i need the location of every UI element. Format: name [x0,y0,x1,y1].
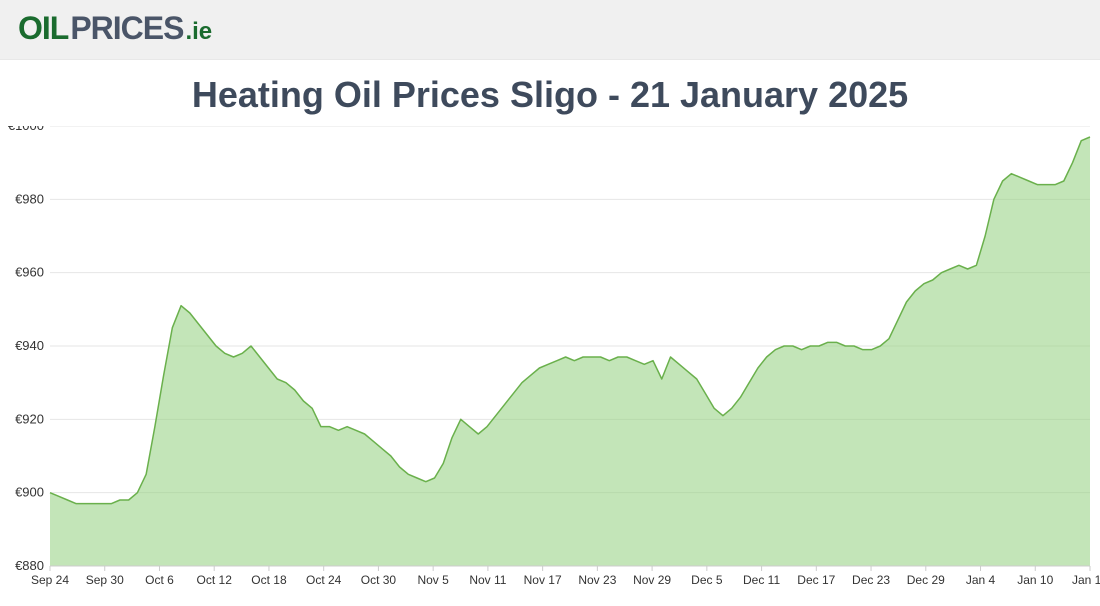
site-logo[interactable]: OIL PRICES .ie [18,10,1082,47]
x-axis-label: Oct 30 [361,573,397,587]
x-axis-label: Sep 24 [31,573,69,587]
y-axis-label: €880 [15,558,44,573]
x-axis-label: Oct 6 [145,573,174,587]
y-axis-label: €920 [15,411,44,426]
logo-part-ie: .ie [185,18,212,46]
x-axis-label: Jan 10 [1017,573,1053,587]
logo-part-oil: OIL [18,10,68,47]
x-axis-label: Dec 5 [691,573,723,587]
x-axis-label: Oct 12 [197,573,233,587]
x-axis-label: Nov 5 [417,573,449,587]
x-axis-label: Sep 30 [86,573,124,587]
x-axis-label: Nov 29 [633,573,671,587]
y-axis-label: €940 [15,338,44,353]
chart-svg: €880 €900 €920 €940 €960 €980 €1000 Sep 24 Sep 3… [0,126,1100,596]
page-title: Heating Oil Prices Sligo - 21 January 20… [0,60,1100,126]
y-axis-label: €960 [15,265,44,280]
x-axis-label: Dec 29 [907,573,945,587]
x-axis-label: Jan 16 [1072,573,1100,587]
x-axis-label: Dec 23 [852,573,890,587]
x-axis-label: Oct 24 [306,573,342,587]
y-axis-label: €1000 [8,126,44,133]
x-axis-label: Jan 4 [966,573,996,587]
x-axis-label: Dec 11 [743,573,780,587]
logo-part-prices: PRICES [70,10,183,47]
header-bar: OIL PRICES .ie [0,0,1100,60]
x-axis-label: Dec 17 [797,573,835,587]
x-axis-label: Nov 11 [469,573,506,587]
x-axis-label: Oct 18 [251,573,287,587]
x-axis-label: Nov 17 [524,573,562,587]
price-series-area [50,137,1090,566]
x-axis-label: Nov 23 [578,573,616,587]
y-axis-label: €900 [15,485,44,500]
y-axis-label: €980 [15,191,44,206]
price-chart: €880 €900 €920 €940 €960 €980 €1000 Sep 24 Sep 3… [0,126,1100,606]
